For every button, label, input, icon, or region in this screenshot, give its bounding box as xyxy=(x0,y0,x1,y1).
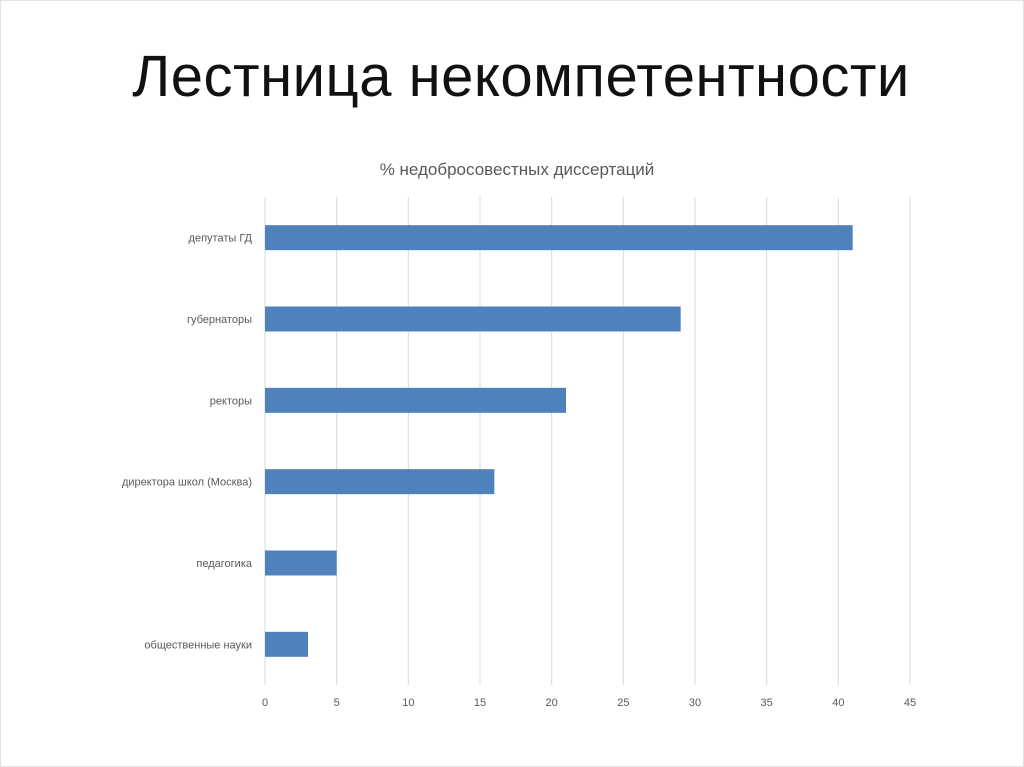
category-label: губернаторы xyxy=(187,314,252,326)
bar xyxy=(265,306,681,332)
slide-title: Лестница некомпетентности xyxy=(132,44,910,109)
category-label: директора школ (Москва) xyxy=(122,477,252,489)
bar xyxy=(265,225,853,251)
category-label: депутаты ГД xyxy=(189,233,253,245)
x-tick-label: 15 xyxy=(474,697,486,709)
x-tick-label: 25 xyxy=(617,697,629,709)
category-label: педагогика xyxy=(196,558,252,570)
bars xyxy=(265,225,853,657)
x-tick-label: 20 xyxy=(546,697,558,709)
x-tick-label: 40 xyxy=(832,697,844,709)
bar xyxy=(265,387,566,413)
category-label: ректоры xyxy=(210,395,252,407)
chart-title: % недобросовестных диссертаций xyxy=(380,160,655,179)
x-tick-labels: 0 5 10 15 20 25 30 35 40 45 xyxy=(262,697,916,709)
bar xyxy=(265,469,495,495)
category-labels: депутаты ГД губернаторы ректоры директора ш… xyxy=(122,233,253,652)
x-tick-label: 45 xyxy=(904,697,916,709)
gridlines xyxy=(264,197,911,685)
x-tick-label: 0 xyxy=(262,697,268,709)
bar xyxy=(265,550,337,576)
x-tick-label: 10 xyxy=(402,697,414,709)
bar xyxy=(265,631,308,657)
x-tick-label: 35 xyxy=(761,697,773,709)
x-tick-label: 5 xyxy=(334,697,340,709)
x-tick-label: 30 xyxy=(689,697,701,709)
category-label: общественные науки xyxy=(144,639,252,651)
